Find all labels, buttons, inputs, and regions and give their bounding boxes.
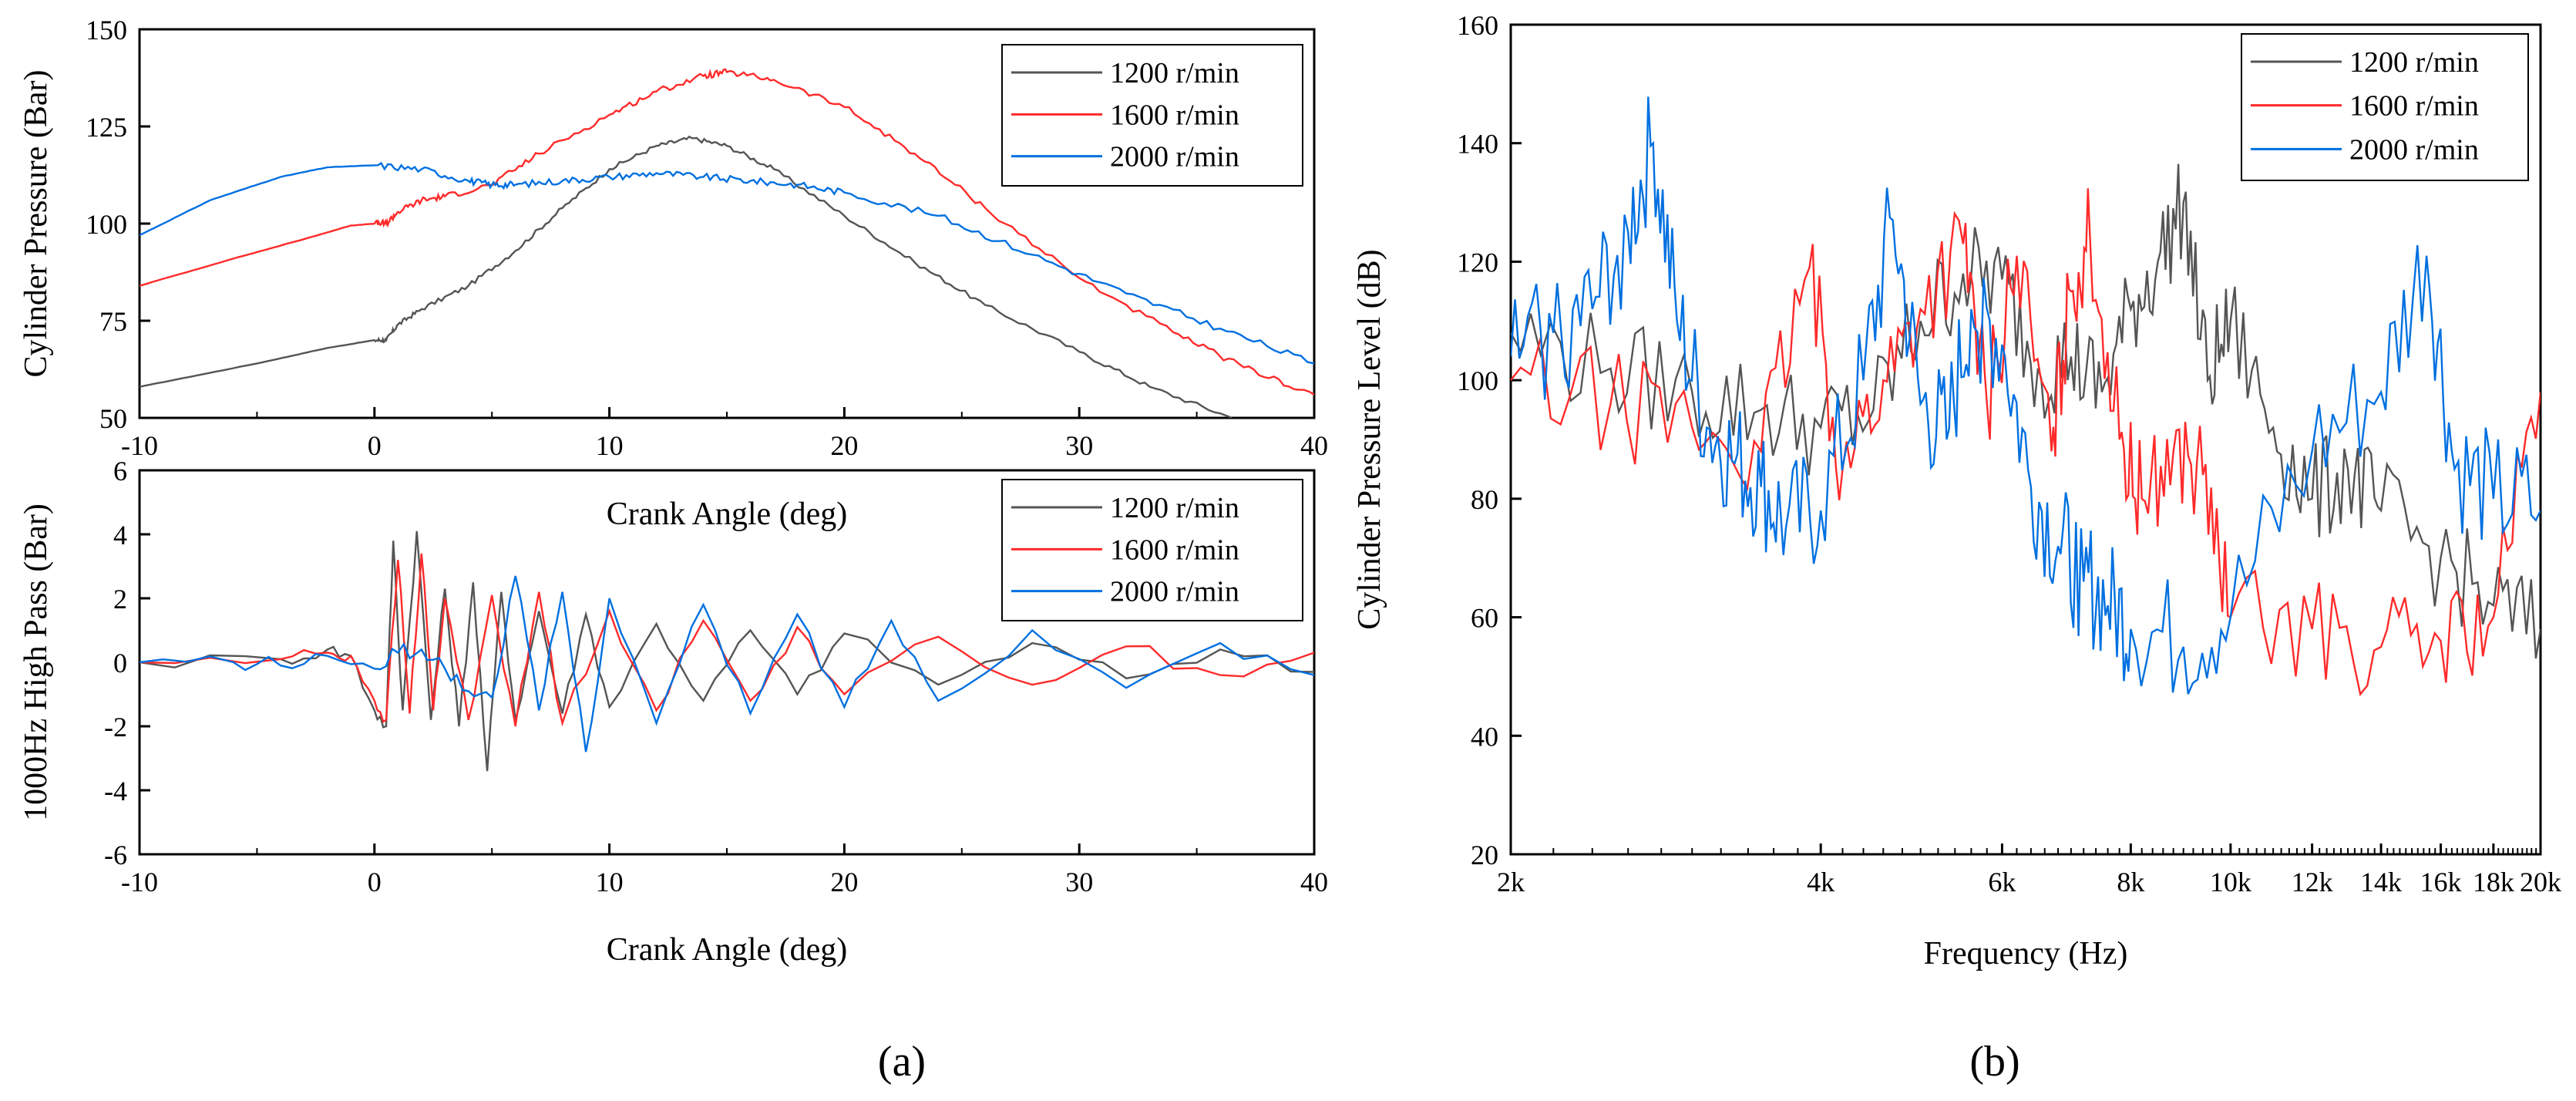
legend-label: 1600 r/min (1110, 534, 1239, 566)
chart-cylinder-pressure: -10 0 10 20 30 40 50 75 100 125 150 Crank Angle (de… (18, 15, 1328, 532)
x-tick-label: 0 (368, 867, 382, 897)
series-line (140, 161, 1314, 365)
legend-label: 1600 r/min (2349, 90, 2479, 123)
x-tick-label: 10 (596, 867, 624, 897)
series-line (1511, 163, 2541, 659)
x-tick-label: -10 (121, 867, 158, 897)
series-line (140, 530, 1314, 772)
y-tick-label: 160 (1457, 10, 1498, 41)
y-tick-label: -4 (104, 776, 127, 806)
x-axis-label: Crank Angle (deg) (607, 932, 848, 968)
x-tick-label: 18k (2473, 867, 2514, 897)
legend-label: 1200 r/min (1110, 57, 1239, 89)
series-line (140, 135, 1233, 418)
y-tick-label: 100 (1457, 365, 1498, 396)
x-tick-label: 4k (1807, 867, 1834, 897)
x-tick-label: 16k (2420, 867, 2462, 897)
panel-label-b: (b) (1969, 1038, 2019, 1086)
x-axis-label: Crank Angle (deg) (607, 497, 848, 532)
series-line (1511, 188, 2541, 697)
x-tick-label: 12k (2292, 867, 2333, 897)
legend-box (2241, 33, 2529, 181)
x-tick-label: 10k (2210, 867, 2251, 897)
y-tick-label: 140 (1457, 129, 1498, 160)
legend-label: 2000 r/min (2349, 133, 2479, 166)
plot-frame (1509, 23, 2542, 856)
y-tick-label: 60 (1471, 603, 1498, 634)
y-axis-label: 1000Hz High Pass (Bar) (18, 503, 54, 821)
y-axis-label: Cylinder Pressure (Bar) (18, 70, 54, 378)
x-tick-label: 30 (1065, 430, 1093, 461)
legend-label: 1200 r/min (2349, 46, 2479, 79)
panel-label-a: (a) (878, 1038, 926, 1086)
x-axis-label: Frequency (Hz) (1924, 936, 2128, 971)
y-tick-label: 150 (86, 15, 127, 45)
legend-label: 1600 r/min (1110, 99, 1239, 131)
x-tick-label: 2k (1497, 867, 1525, 897)
y-tick-label: 75 (99, 306, 127, 337)
legend-label: 2000 r/min (1110, 576, 1239, 608)
y-axis-label: Cylinder Pressure Level (dB) (1352, 249, 1387, 629)
y-tick-label: 80 (1471, 484, 1498, 515)
y-tick-label: 6 (113, 456, 127, 487)
series-line (140, 68, 1314, 396)
x-tick-label: 40 (1300, 430, 1328, 461)
series-line (1511, 96, 2541, 695)
y-tick-label: 40 (1471, 721, 1498, 752)
x-tick-label: 10 (596, 430, 624, 461)
x-tick-label: 14k (2360, 867, 2402, 897)
series-line (140, 575, 1314, 753)
x-tick-label: 0 (368, 430, 382, 461)
chart-high-pass: -10 0 10 20 30 40 -6 -4 -2 0 2 4 6 Crank Angle (deg) 1… (18, 456, 1328, 968)
legend-label: 2000 r/min (1110, 141, 1239, 173)
x-tick-label: 40 (1300, 867, 1328, 897)
x-tick-label: 20 (830, 430, 858, 461)
x-tick-label: 8k (2117, 867, 2144, 897)
x-tick-label: 6k (1988, 867, 2016, 897)
y-tick-label: -6 (104, 840, 127, 870)
legend-label: 1200 r/min (1110, 492, 1239, 524)
x-tick-label: -10 (121, 430, 158, 461)
y-tick-label: 100 (86, 209, 127, 240)
x-tick-label: 20 (830, 867, 858, 897)
y-tick-label: 4 (113, 520, 127, 550)
y-tick-label: 20 (1471, 840, 1498, 870)
x-tick-label: 30 (1065, 867, 1093, 897)
y-tick-label: 50 (99, 403, 127, 434)
y-tick-label: 120 (1457, 247, 1498, 278)
y-tick-label: 125 (86, 112, 127, 143)
y-tick-label: 0 (113, 648, 127, 678)
y-tick-label: -2 (104, 712, 127, 742)
x-tick-label: 20k (2520, 867, 2561, 897)
y-tick-label: 2 (113, 584, 127, 614)
chart-pressure-level: 2k 4k 6k 8k 10k 12k 14k 16k 18k 20k 20 40 60 80 100 120… (1352, 10, 2561, 971)
